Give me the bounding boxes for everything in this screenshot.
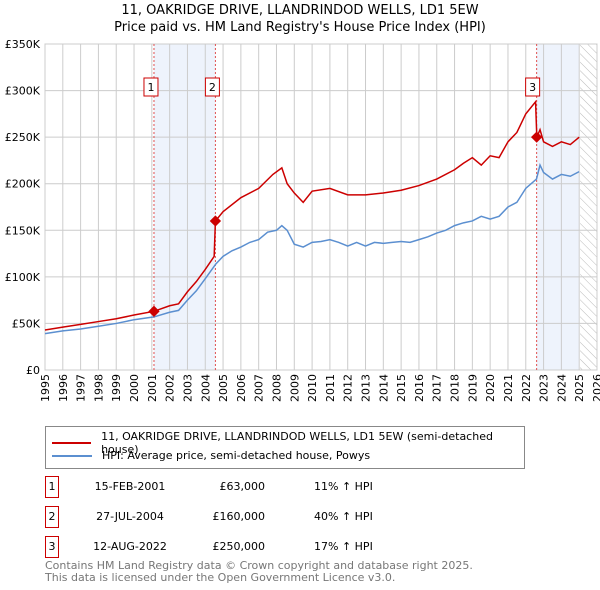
x-tick-label: 2011 <box>324 374 337 402</box>
sale-number-label: 2 <box>209 81 216 94</box>
footer-copyright: Contains HM Land Registry data © Crown c… <box>45 559 473 572</box>
sale-price: £250,000 <box>212 540 266 553</box>
sale-number: 1 <box>45 476 59 498</box>
x-tick-label: 2025 <box>573 374 586 402</box>
sale-date: 12-AUG-2022 <box>93 540 167 553</box>
sale-date: 27-JUL-2004 <box>96 510 164 523</box>
x-tick-label: 2018 <box>449 374 462 402</box>
sale-hpi-diff: 11% ↑ HPI <box>314 480 373 493</box>
sale-number: 2 <box>45 506 59 528</box>
sale-row: 1 15-FEB-2001 £63,000 11% ↑ HPI <box>45 476 445 498</box>
y-tick-label: £150K <box>5 224 41 237</box>
property-line-swatch <box>52 442 92 444</box>
x-tick-label: 1998 <box>92 374 105 402</box>
x-tick-label: 2001 <box>146 374 159 402</box>
sale-hpi-diff: 40% ↑ HPI <box>314 510 373 523</box>
x-tick-label: 2013 <box>360 374 373 402</box>
footer-licence: This data is licensed under the Open Gov… <box>45 571 396 584</box>
sale-hpi-diff: 17% ↑ HPI <box>314 540 373 553</box>
legend-property: 11, OAKRIDGE DRIVE, LLANDRINDOD WELLS, L… <box>101 430 493 456</box>
y-tick-label: £200K <box>5 178 41 191</box>
chart-title: 11, OAKRIDGE DRIVE, LLANDRINDOD WELLS, L… <box>121 3 479 18</box>
x-tick-label: 2014 <box>377 374 390 402</box>
x-tick-label: 2010 <box>306 374 319 402</box>
sale-point <box>209 215 222 227</box>
x-tick-label: 2015 <box>395 374 408 402</box>
sale-number-box <box>204 77 220 97</box>
x-tick-label: 2019 <box>466 374 479 402</box>
sale-date: 15-FEB-2001 <box>94 480 166 493</box>
x-tick-label: 2009 <box>288 374 301 402</box>
sale-price: £63,000 <box>219 480 266 493</box>
x-tick-label: 2026 <box>591 374 600 402</box>
property-price-line <box>44 99 580 331</box>
x-tick-label: 2008 <box>270 374 283 402</box>
sale-number-box <box>143 77 159 97</box>
hpi-line-swatch <box>52 454 92 457</box>
x-tick-label: 2007 <box>253 374 266 402</box>
chart-subtitle: Price paid vs. HM Land Registry's House … <box>114 20 486 35</box>
x-tick-label: 2012 <box>342 374 355 402</box>
x-tick-label: 2024 <box>555 374 568 402</box>
sale-number-label: 1 <box>147 81 154 94</box>
sale-point <box>530 131 543 143</box>
x-tick-label: 2023 <box>538 374 551 402</box>
x-tick-label: 2000 <box>128 374 141 402</box>
x-tick-label: 1997 <box>75 374 88 402</box>
x-tick-label: 2020 <box>484 374 497 402</box>
y-tick-label: £100K <box>5 271 41 284</box>
x-tick-label: 2004 <box>199 374 212 402</box>
sale-price: £160,000 <box>212 510 266 523</box>
y-tick-label: £300K <box>5 85 41 98</box>
x-tick-label: 2006 <box>235 374 248 402</box>
legend: 11, OAKRIDGE DRIVE, LLANDRINDOD WELLS, L… <box>45 426 525 469</box>
y-tick-label: £350K <box>5 38 41 51</box>
x-tick-label: 1995 <box>39 374 52 402</box>
x-tick-label: 2017 <box>431 374 444 402</box>
forecast-hatch <box>580 44 597 370</box>
x-tick-label: 2003 <box>181 374 194 402</box>
x-tick-label: 1999 <box>110 374 123 402</box>
sale-number-box <box>525 77 541 97</box>
sale-number: 3 <box>45 536 59 558</box>
plot-border <box>44 43 598 371</box>
price-chart: 1995 1996 1997 1998 1999 2000 2001 2002 2003 2004… <box>5 38 600 402</box>
x-tick-label: 2022 <box>520 374 533 402</box>
sale-number-label: 3 <box>529 81 536 94</box>
sale-row: 2 27-JUL-2004 £160,000 40% ↑ HPI <box>45 506 445 528</box>
sale-point <box>148 305 160 317</box>
x-tick-label: 1996 <box>57 374 70 402</box>
y-tick-label: £250K <box>5 131 41 144</box>
x-tick-label: 2016 <box>413 374 426 402</box>
sale-row: 3 12-AUG-2022 £250,000 17% ↑ HPI <box>45 536 445 558</box>
y-tick-label: £0 <box>26 364 40 377</box>
sale-period-shade <box>536 44 580 370</box>
x-tick-label: 2005 <box>217 374 230 402</box>
x-tick-label: 2002 <box>164 374 177 402</box>
legend-hpi: HPI: Average price, semi-detached house,… <box>102 449 371 462</box>
y-tick-label: £50K <box>12 317 41 330</box>
x-tick-label: 2021 <box>502 374 515 402</box>
hpi-line <box>44 162 580 335</box>
